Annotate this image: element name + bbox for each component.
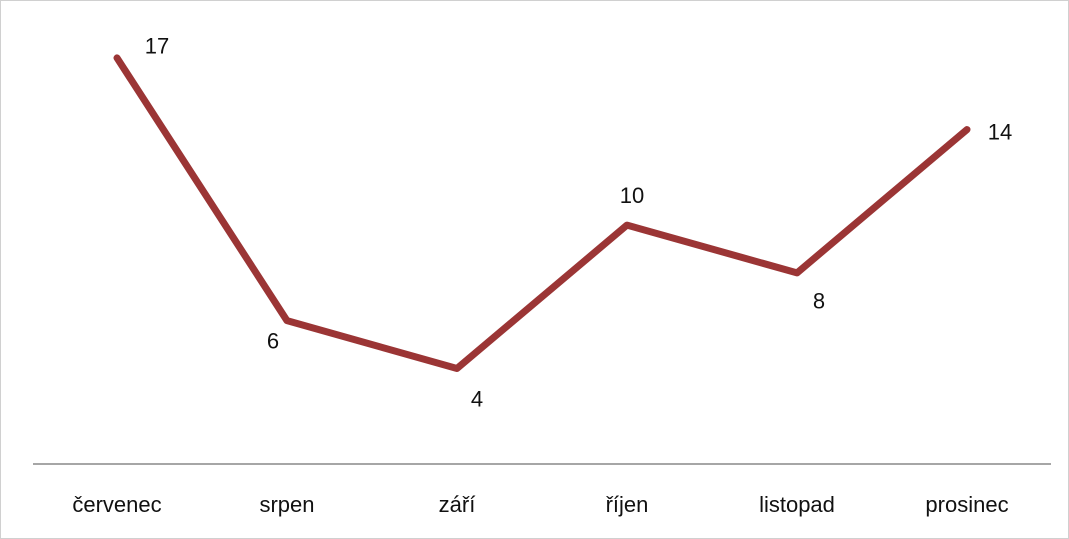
x-tick-label: srpen bbox=[259, 492, 314, 517]
x-tick-label: červenec bbox=[72, 492, 161, 517]
data-label: 17 bbox=[145, 34, 169, 59]
data-label: 10 bbox=[620, 183, 644, 208]
data-label: 6 bbox=[267, 328, 279, 353]
x-tick-label: září bbox=[439, 492, 476, 517]
x-tick-label: říjen bbox=[606, 492, 649, 517]
data-line bbox=[113, 54, 971, 372]
data-label: 4 bbox=[471, 386, 483, 411]
data-label: 14 bbox=[988, 119, 1012, 144]
data-label: 8 bbox=[813, 289, 825, 314]
x-tick-label: listopad bbox=[759, 492, 835, 517]
x-tick-label: prosinec bbox=[925, 492, 1008, 517]
